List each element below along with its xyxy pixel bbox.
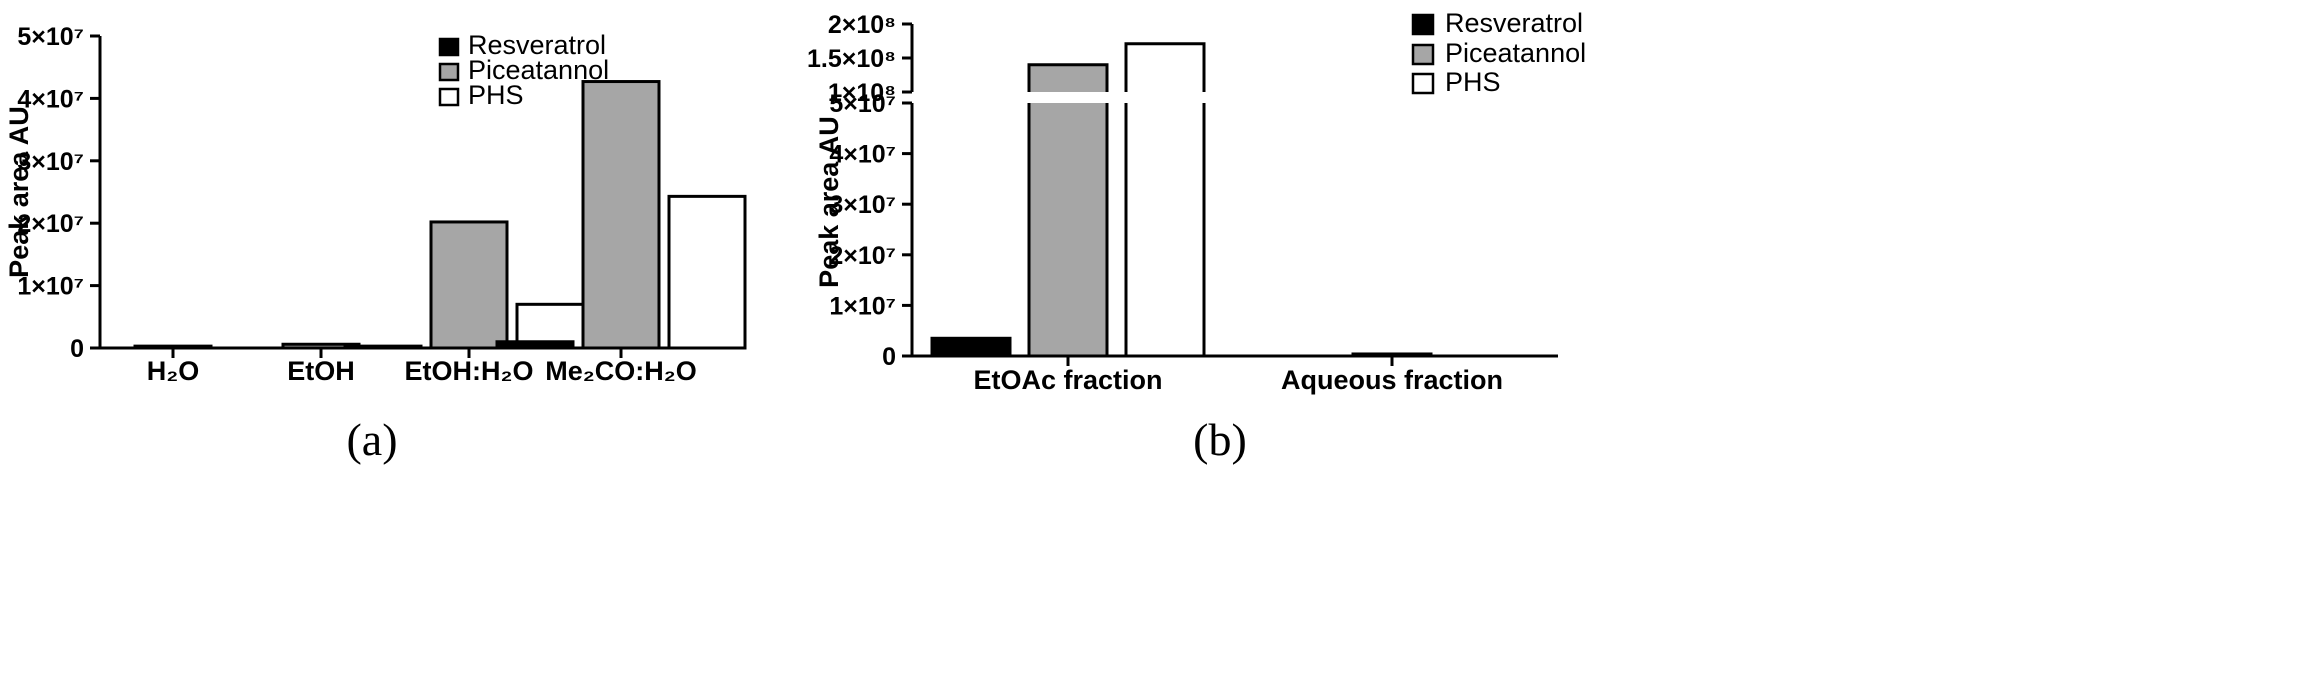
bar-resveratrol: [343, 344, 423, 350]
legend-label: Piceatannol: [1445, 38, 1586, 68]
bar-piceatannol: [581, 80, 661, 350]
bar-phs: [667, 194, 747, 350]
panel-label-b: (b): [1193, 414, 1247, 465]
y-tick-label: 4×10⁷: [17, 85, 84, 113]
bar-phs-lower: [1124, 103, 1206, 358]
y-tick-label: 4×10⁷: [829, 141, 896, 169]
y-tick-label: 0: [70, 335, 84, 363]
panel-label-a: (a): [346, 414, 397, 465]
legend-label: Resveratrol: [468, 30, 606, 60]
y-tick-label: 1×10⁷: [17, 273, 84, 301]
x-category-label: EtOH:H₂O: [405, 356, 534, 386]
x-category-label: Aqueous fraction: [1281, 365, 1503, 395]
y-tick-label: 1×10⁸: [828, 79, 896, 107]
y-axis-title-b: Peak area AU: [814, 116, 844, 288]
y-tick-label: 3×10⁷: [829, 191, 896, 219]
legend-swatch: [1411, 72, 1435, 95]
x-category-label: EtOH: [287, 356, 355, 386]
y-tick-label: 2×10⁷: [17, 210, 84, 238]
legend-swatch: [438, 87, 460, 107]
y-axis-title-a: Peak area AU: [4, 106, 34, 278]
chart-panel-a: 0 1×10⁷ 2×10⁷ 3×10⁷ 4×10⁷ 5×10⁷ Peak area AU H₂…: [4, 23, 747, 465]
y-tick-label: 5×10⁷: [17, 23, 84, 51]
y-tick-label: 1×10⁷: [829, 292, 896, 320]
legend-swatch: [1411, 13, 1435, 36]
y-tick-label: 2×10⁷: [829, 242, 896, 270]
bar-piceatannol: [133, 344, 213, 350]
x-category-label: H₂O: [147, 356, 200, 386]
bar-piceatannol: [429, 220, 509, 350]
legend-swatch: [1411, 43, 1435, 66]
bar-phs-upper: [1124, 42, 1206, 92]
legend-label: PHS: [1445, 67, 1501, 97]
legend-label: Piceatannol: [468, 55, 609, 85]
bar-piceatannol-upper: [1027, 63, 1109, 92]
y-tick-label: 2×10⁸: [828, 11, 896, 39]
x-category-label: Me₂CO:H₂O: [545, 356, 697, 386]
x-category-label: EtOAc fraction: [973, 365, 1162, 395]
y-tick-label: 5×10⁷: [829, 90, 896, 118]
legend-swatch: [438, 37, 460, 57]
y-tick-label: 0: [882, 343, 896, 371]
bar-piceatannol-lower: [1027, 103, 1109, 358]
bar-resveratrol: [930, 336, 1012, 358]
legend-label: PHS: [468, 80, 524, 110]
y-tick-label: 1.5×10⁸: [807, 45, 896, 73]
bar-resveratrol: [495, 340, 575, 350]
legend-label: Resveratrol: [1445, 8, 1583, 38]
bar-piceatannol: [1351, 352, 1433, 358]
y-tick-label: 3×10⁷: [17, 148, 84, 176]
legend-swatch: [438, 62, 460, 82]
